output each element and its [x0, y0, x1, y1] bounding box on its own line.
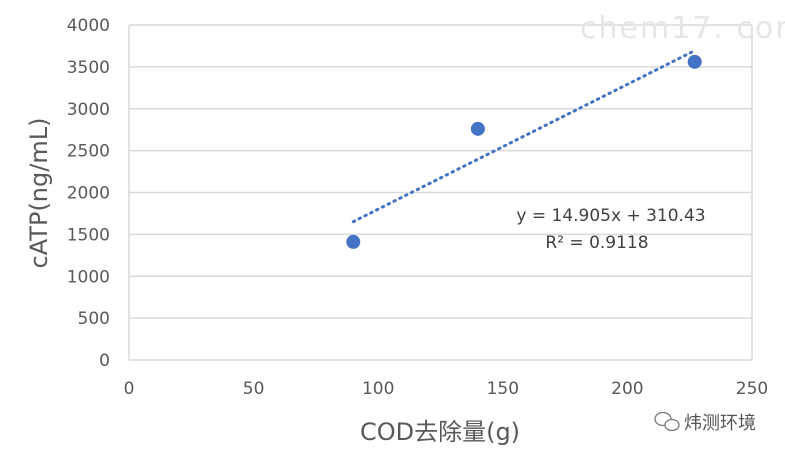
y-tick-label: 2000	[67, 184, 110, 204]
logo-text: 炜测环境	[684, 413, 756, 434]
x-tick-label: 0	[124, 379, 135, 399]
x-tick-label: 150	[487, 379, 519, 399]
watermark: chem17. com	[580, 11, 785, 46]
y-tick-label: 3500	[67, 58, 110, 78]
data-point	[470, 121, 485, 136]
y-tick-label: 4000	[67, 16, 110, 36]
y-tick-label: 1500	[67, 225, 110, 245]
trendline	[351, 49, 697, 224]
y-tick-label: 1000	[67, 267, 110, 287]
x-tick-label: 250	[736, 379, 768, 399]
x-axis-label: COD去除量(g)	[360, 418, 520, 446]
wechat-icon	[654, 411, 680, 432]
data-point	[687, 54, 702, 69]
x-tick-label: 200	[611, 379, 643, 399]
y-tick-label: 3000	[67, 100, 110, 120]
y-tick-label: 500	[78, 309, 110, 329]
data-point	[346, 234, 361, 249]
y-axis-label: cATP(ng/mL)	[25, 118, 53, 269]
x-tick-label: 50	[243, 379, 265, 399]
trendline-equation: y = 14.905x + 310.43	[516, 206, 705, 226]
r-squared-label: R² = 0.9118	[545, 233, 648, 253]
y-tick-label: 2500	[67, 142, 110, 162]
y-tick-label: 0	[99, 351, 110, 371]
x-tick-label: 100	[362, 379, 394, 399]
